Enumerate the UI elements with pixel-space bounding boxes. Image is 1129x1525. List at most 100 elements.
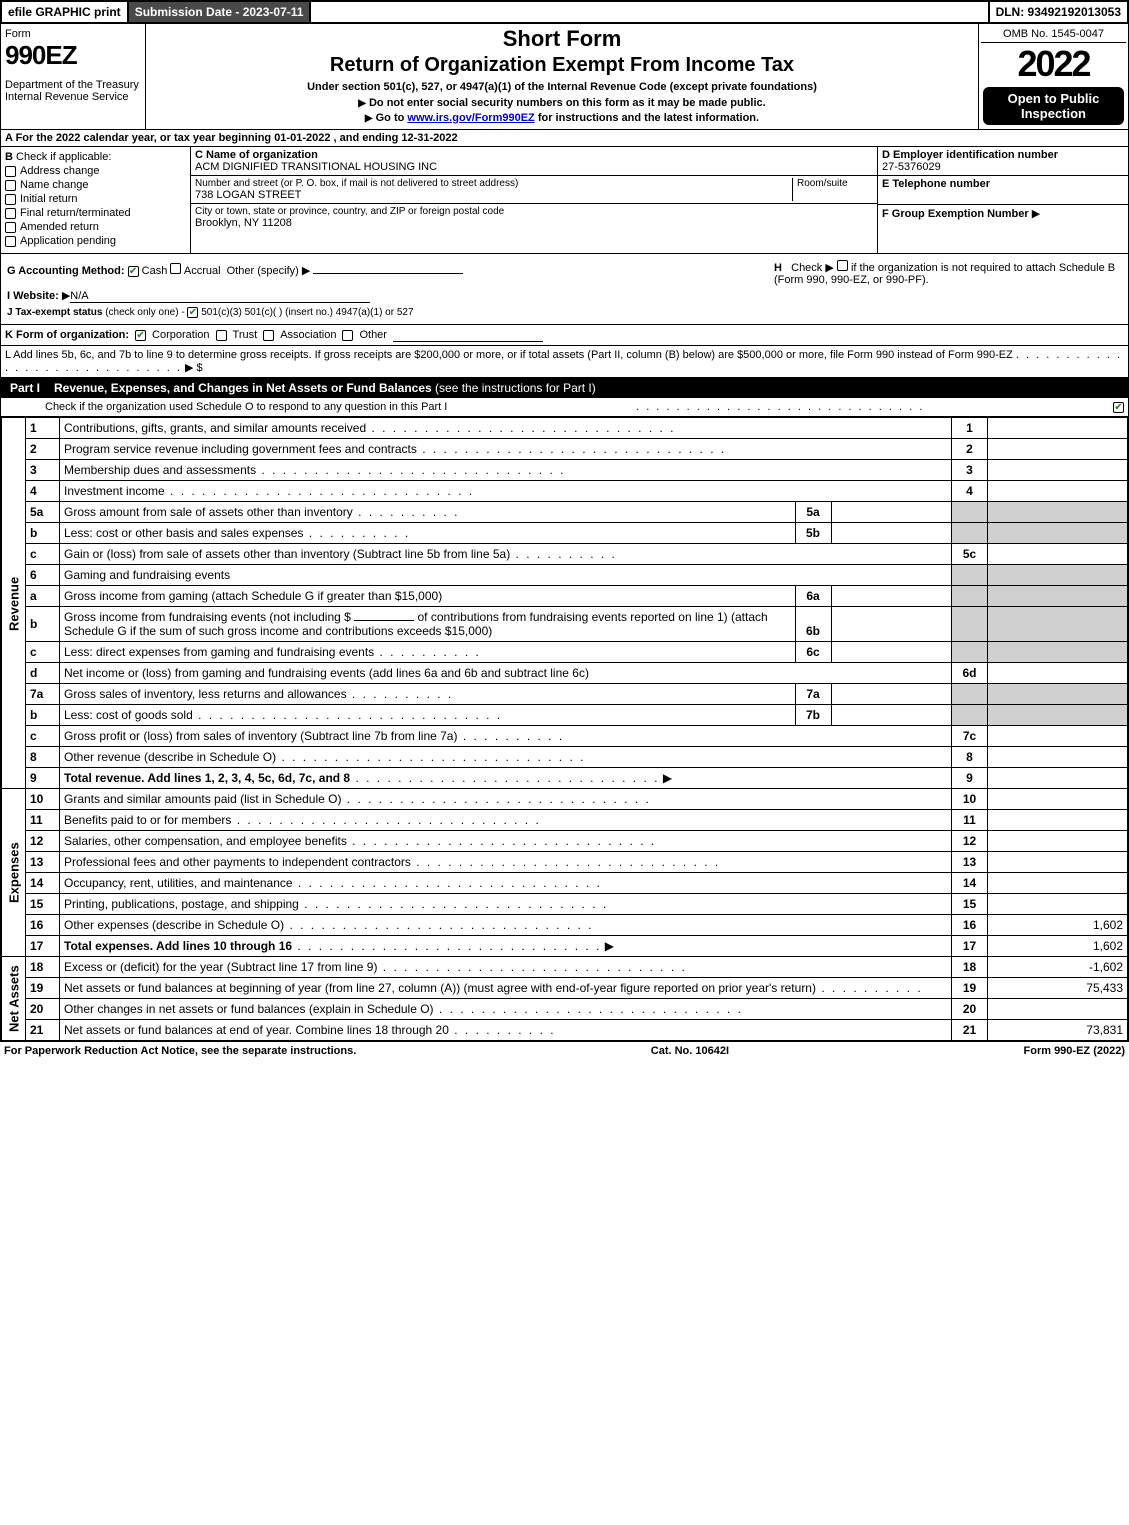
tax-year: 2022 (981, 43, 1126, 85)
checkbox-corp-icon[interactable] (135, 330, 146, 341)
i-label: I Website: (7, 290, 59, 302)
l10-text: Grants and similar amounts paid (list in… (64, 792, 341, 806)
omb-number: OMB No. 1545-0047 (981, 26, 1126, 43)
line-14: 14Occupancy, rent, utilities, and mainte… (2, 873, 1128, 894)
l-row: L Add lines 5b, 6c, and 7b to line 9 to … (0, 346, 1129, 378)
h-label: H (774, 262, 782, 274)
checkbox-assoc-icon[interactable] (263, 330, 274, 341)
checkbox-icon[interactable] (5, 166, 16, 177)
part1-header: Part I Revenue, Expenses, and Changes in… (0, 378, 1129, 398)
checkbox-icon[interactable] (5, 194, 16, 205)
l18-text: Excess or (deficit) for the year (Subtra… (64, 960, 377, 974)
section-a: A For the 2022 calendar year, or tax yea… (0, 130, 1129, 147)
chk-name-change: Name change (5, 179, 186, 191)
checkbox-accrual-icon[interactable] (170, 263, 181, 274)
line-18: Net Assets 18Excess or (deficit) for the… (2, 957, 1128, 978)
line-21: 21Net assets or fund balances at end of … (2, 1020, 1128, 1041)
netassets-side-label: Net Assets (2, 957, 26, 1041)
line-15: 15Printing, publications, postage, and s… (2, 894, 1128, 915)
irs-link[interactable]: www.irs.gov/Form990EZ (407, 112, 534, 124)
b-item-4: Amended return (20, 221, 99, 233)
g-cash: Cash (142, 265, 168, 277)
col-def: D Employer identification number 27-5376… (878, 147, 1128, 253)
k-other-field[interactable] (393, 328, 543, 342)
l7a-text: Gross sales of inventory, less returns a… (64, 687, 347, 701)
b-item-5: Application pending (20, 235, 116, 247)
l-amount: ▶ $ (185, 362, 203, 374)
checkbox-other-icon[interactable] (342, 330, 353, 341)
city-label: City or town, state or province, country… (195, 206, 873, 217)
chk-final-return: Final return/terminated (5, 207, 186, 219)
checkbox-icon[interactable] (5, 208, 16, 219)
k-trust: Trust (233, 329, 258, 341)
col-c: C Name of organization ACM DIGNIFIED TRA… (191, 147, 878, 253)
line-6a: aGross income from gaming (attach Schedu… (2, 586, 1128, 607)
instr-ssn: Do not enter social security numbers on … (150, 97, 974, 109)
g-other: Other (specify) (227, 265, 299, 277)
l13-text: Professional fees and other payments to … (64, 855, 411, 869)
checkbox-cash-icon[interactable] (128, 266, 139, 277)
checkbox-icon[interactable] (5, 236, 16, 247)
line-16: 16Other expenses (describe in Schedule O… (2, 915, 1128, 936)
expenses-side-label: Expenses (2, 789, 26, 957)
l-text: L Add lines 5b, 6c, and 7b to line 9 to … (5, 349, 1013, 361)
l14-text: Occupancy, rent, utilities, and maintena… (64, 876, 293, 890)
short-form-title: Short Form (150, 26, 974, 52)
l8-text: Other revenue (describe in Schedule O) (64, 750, 276, 764)
form-word: Form (5, 28, 141, 40)
submission-date: Submission Date - 2023-07-11 (129, 2, 310, 22)
d-label: D Employer identification number (882, 149, 1058, 161)
l20-text: Other changes in net assets or fund bala… (64, 1002, 434, 1016)
line-6b: bGross income from fundraising events (n… (2, 607, 1128, 642)
line-3: 3Membership dues and assessments3 (2, 460, 1128, 481)
dln-label: DLN: 93492192013053 (990, 2, 1127, 22)
form-header: Form 990EZ Department of the Treasury In… (0, 24, 1129, 130)
l16-text: Other expenses (describe in Schedule O) (64, 918, 284, 932)
l3-text: Membership dues and assessments (64, 463, 256, 477)
line-20: 20Other changes in net assets or fund ba… (2, 999, 1128, 1020)
line-1: Revenue 1Contributions, gifts, grants, a… (2, 418, 1128, 439)
line-11: 11Benefits paid to or for members11 (2, 810, 1128, 831)
checkbox-icon[interactable] (5, 222, 16, 233)
line-6c: cLess: direct expenses from gaming and f… (2, 642, 1128, 663)
l6b-text1: Gross income from fundraising events (no… (64, 610, 351, 624)
dept-treasury: Department of the Treasury (5, 79, 141, 91)
org-name: ACM DIGNIFIED TRANSITIONAL HOUSING INC (195, 161, 873, 173)
website-value: N/A (70, 290, 370, 303)
line-7a: 7aGross sales of inventory, less returns… (2, 684, 1128, 705)
l21-val: 73,831 (988, 1020, 1128, 1041)
dots-icon (636, 401, 924, 413)
g-other-field[interactable] (313, 260, 463, 274)
l2-text: Program service revenue including govern… (64, 442, 417, 456)
checkbox-h-icon[interactable] (837, 260, 848, 271)
line-12: 12Salaries, other compensation, and empl… (2, 831, 1128, 852)
col-b: B Check if applicable: Address change Na… (1, 147, 191, 253)
l12-text: Salaries, other compensation, and employ… (64, 834, 347, 848)
line-6d: dNet income or (loss) from gaming and fu… (2, 663, 1128, 684)
efile-label: efile GRAPHIC print (2, 2, 127, 22)
l16-val: 1,602 (988, 915, 1128, 936)
irs-label: Internal Revenue Service (5, 91, 141, 103)
lines-table-wrap: Revenue 1Contributions, gifts, grants, a… (0, 417, 1129, 1042)
instr2-pre: Go to (376, 112, 408, 124)
part1-checkline: Check if the organization used Schedule … (5, 401, 447, 413)
ein-value: 27-5376029 (882, 161, 941, 173)
c-name-label: C Name of organization (195, 149, 318, 161)
k-corp: Corporation (152, 329, 209, 341)
j-note: (check only one) - (105, 307, 184, 318)
line-13: 13Professional fees and other payments t… (2, 852, 1128, 873)
chk-address-change: Address change (5, 165, 186, 177)
checkbox-schedule-o-icon[interactable] (1113, 402, 1124, 413)
checkbox-501c3-icon[interactable] (187, 307, 198, 318)
part1-title: Revenue, Expenses, and Changes in Net As… (54, 381, 432, 395)
l11-text: Benefits paid to or for members (64, 813, 231, 827)
street-label: Number and street (or P. O. box, if mail… (195, 178, 788, 189)
checkbox-trust-icon[interactable] (216, 330, 227, 341)
instr1-text: Do not enter social security numbers on … (369, 97, 766, 109)
k-other: Other (359, 329, 387, 341)
chk-application-pending: Application pending (5, 235, 186, 247)
l15-text: Printing, publications, postage, and shi… (64, 897, 299, 911)
line-7b: bLess: cost of goods sold7b (2, 705, 1128, 726)
l6-text: Gaming and fundraising events (60, 565, 952, 586)
checkbox-icon[interactable] (5, 180, 16, 191)
